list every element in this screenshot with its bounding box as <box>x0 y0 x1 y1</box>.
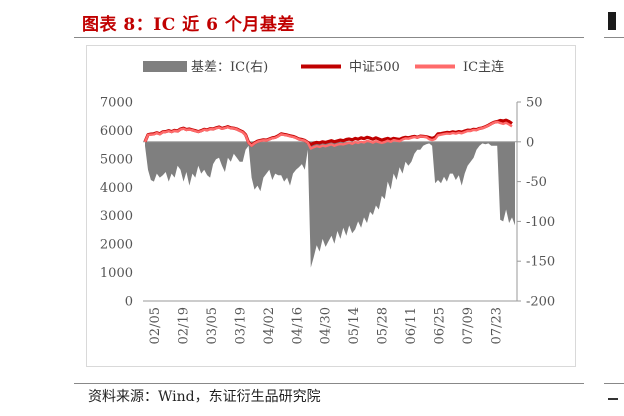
legend: 基差：IC(右) 中证500 IC主连 <box>143 59 504 75</box>
left-tick-label: 3000 <box>100 209 133 224</box>
left-tick-label: 5000 <box>100 152 133 167</box>
x-tick-label: 02/05 <box>148 307 163 344</box>
right-axis: -200 -150 -100 -50 0 50 <box>516 96 555 310</box>
right-tick-label: -50 <box>526 175 547 190</box>
left-tick-label: 2000 <box>100 238 133 253</box>
left-axis: 0 1000 2000 3000 4000 5000 6000 7000 <box>100 96 133 310</box>
futures-line <box>143 120 513 150</box>
x-tick-label: 05/14 <box>347 307 362 344</box>
right-tick-label: 0 <box>526 135 534 150</box>
right-tick-label: -200 <box>526 295 555 310</box>
x-tick-label: 06/25 <box>433 307 448 344</box>
x-tick-label: 05/28 <box>376 307 391 344</box>
x-tick-label: 02/19 <box>176 307 191 344</box>
figure-title: 图表 8：IC 近 6 个月基差 <box>82 15 295 35</box>
x-tick-label: 06/11 <box>404 307 419 344</box>
x-axis: 02/05 02/19 03/05 03/19 04/02 04/16 04/30 05/14… <box>143 300 517 344</box>
top-rule-right <box>604 37 624 38</box>
right-tick-label: -100 <box>526 215 555 230</box>
x-tick-label: 04/02 <box>262 307 277 344</box>
left-tick-label: 4000 <box>100 181 133 196</box>
legend-swatch-basis <box>143 61 187 72</box>
left-tick-label: 1000 <box>100 266 133 281</box>
legend-label-futures: IC主连 <box>463 59 504 75</box>
basis-area <box>145 141 515 268</box>
x-tick-label: 03/19 <box>233 307 248 344</box>
right-tick-label: -150 <box>526 255 555 270</box>
bottom-rule-right <box>604 383 624 384</box>
left-tick-label: 0 <box>125 295 133 310</box>
legend-label-index: 中证500 <box>349 60 400 75</box>
top-rule <box>74 37 584 38</box>
line-layer <box>143 118 513 150</box>
x-tick-label: 07/23 <box>490 307 505 344</box>
right-tick-label: 50 <box>526 96 543 111</box>
adjacent-figure-edge-mark-bottom <box>608 398 618 400</box>
x-tick-label: 04/30 <box>319 307 334 344</box>
x-tick-label: 04/16 <box>290 307 305 344</box>
basis-area-layer <box>145 141 515 268</box>
source-note: 资料来源：Wind，东证衍生品研究院 <box>88 389 321 405</box>
basis-chart: 基差：IC(右) 中证500 IC主连 0100020003000400050006… <box>100 59 555 344</box>
x-tick-label: 07/09 <box>461 307 476 344</box>
x-tick-label: 03/05 <box>205 307 220 344</box>
bottom-rule <box>74 383 584 384</box>
chart-frame: 基差：IC(右) 中证500 IC主连 0 1000 2000 3000 4000 5000 6… <box>86 45 576 367</box>
legend-label-basis: 基差：IC(右) <box>191 60 268 75</box>
left-tick-label: 7000 <box>100 96 133 111</box>
left-tick-label: 6000 <box>100 124 133 139</box>
adjacent-figure-edge-mark <box>608 12 616 30</box>
